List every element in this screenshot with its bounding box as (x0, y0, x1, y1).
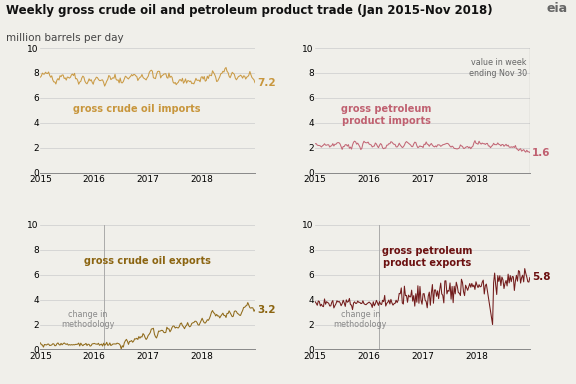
Text: change in
methodology: change in methodology (61, 310, 114, 329)
Text: gross petroleum
product exports: gross petroleum product exports (382, 246, 472, 268)
Text: value in week
ending Nov 30: value in week ending Nov 30 (469, 58, 527, 78)
Text: 5.8: 5.8 (532, 272, 551, 282)
Text: gross petroleum
product imports: gross petroleum product imports (341, 104, 431, 126)
Text: 3.2: 3.2 (257, 305, 276, 314)
Text: million barrels per day: million barrels per day (6, 33, 123, 43)
Text: 7.2: 7.2 (257, 78, 276, 88)
Text: 1.6: 1.6 (532, 147, 551, 158)
Text: gross crude oil exports: gross crude oil exports (84, 256, 211, 266)
Text: change in
methodology: change in methodology (334, 310, 387, 329)
Text: Weekly gross crude oil and petroleum product trade (Jan 2015-Nov 2018): Weekly gross crude oil and petroleum pro… (6, 4, 492, 17)
Text: gross crude oil imports: gross crude oil imports (73, 104, 200, 114)
Text: eia: eia (546, 2, 567, 15)
